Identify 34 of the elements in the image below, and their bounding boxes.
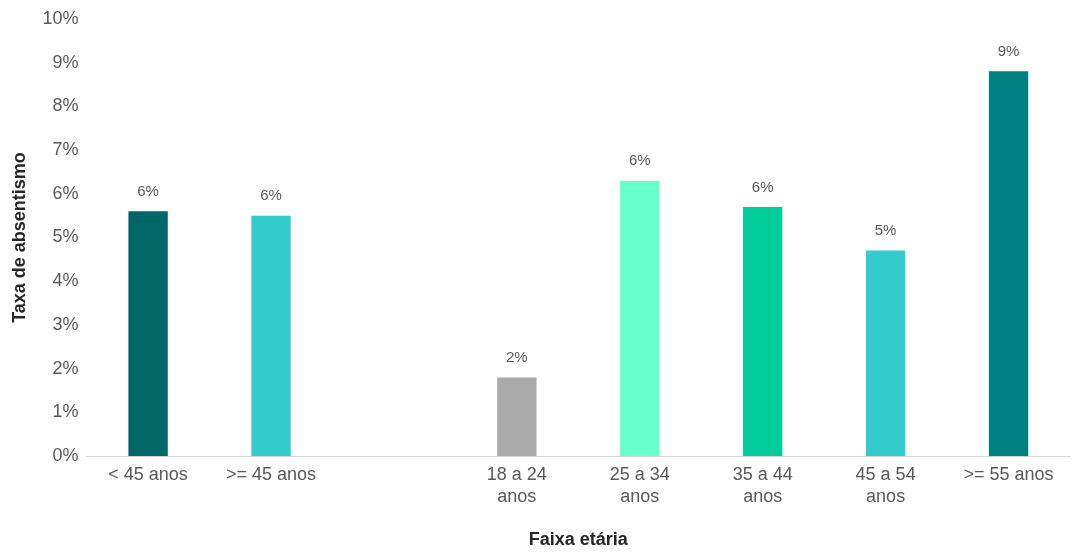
y-tick-label: 3% xyxy=(52,313,79,334)
y-axis-title: Taxa de absentismo xyxy=(8,152,29,323)
data-label: 6% xyxy=(260,186,282,204)
data-label: 6% xyxy=(751,177,774,195)
x-tick-label: >= 55 anos xyxy=(963,463,1054,484)
bar xyxy=(497,377,537,457)
data-label: 6% xyxy=(137,181,159,199)
y-tick-label: 7% xyxy=(52,138,79,159)
y-tick-label: 6% xyxy=(52,182,79,203)
x-tick-label: >= 45 anos xyxy=(225,463,317,484)
y-tick-label: 8% xyxy=(52,95,79,116)
y-tick-label: 10% xyxy=(42,7,79,28)
y-tick-label: 9% xyxy=(52,51,79,72)
y-tick-label: 4% xyxy=(52,270,79,291)
bar xyxy=(743,206,783,457)
x-tick-label: 35 a 44 anos xyxy=(732,463,793,506)
bar xyxy=(988,71,1029,457)
bar xyxy=(620,180,660,457)
bar xyxy=(128,211,168,457)
data-label: 6% xyxy=(628,151,651,169)
data-label: 5% xyxy=(874,221,897,239)
x-axis-title: Faixa etária xyxy=(528,529,629,550)
data-label: 9% xyxy=(997,41,1020,59)
x-tick-label: < 45 anos xyxy=(108,463,188,484)
bar xyxy=(251,215,291,457)
x-tick-label: 18 a 24 anos xyxy=(486,463,547,506)
y-tick-label: 0% xyxy=(52,445,79,466)
bar xyxy=(865,250,906,457)
y-tick-label: 2% xyxy=(52,357,79,378)
data-label: 2% xyxy=(506,348,528,366)
x-tick-label: 45 a 54 anos xyxy=(855,463,916,506)
y-tick-label: 1% xyxy=(52,401,79,422)
x-tick-label: 25 a 34 anos xyxy=(609,463,670,506)
y-tick-label: 5% xyxy=(52,226,79,247)
